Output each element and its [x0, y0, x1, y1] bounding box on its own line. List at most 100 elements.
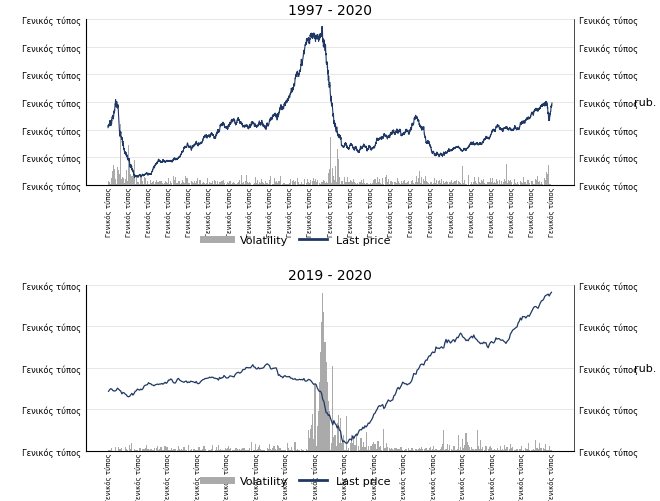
- Bar: [400, 447, 401, 451]
- Bar: [185, 450, 187, 451]
- Bar: [351, 435, 352, 451]
- Bar: [390, 449, 391, 451]
- Bar: [515, 450, 517, 451]
- Bar: [432, 448, 433, 451]
- Bar: [371, 446, 372, 451]
- Bar: [452, 450, 453, 451]
- Bar: [286, 443, 288, 451]
- Bar: [279, 448, 280, 451]
- Bar: [282, 450, 283, 451]
- Bar: [467, 442, 468, 451]
- Bar: [288, 448, 289, 451]
- Bar: [191, 449, 192, 451]
- Bar: [494, 449, 496, 451]
- Bar: [461, 450, 462, 451]
- Bar: [346, 450, 348, 451]
- Bar: [126, 449, 127, 451]
- Bar: [440, 449, 441, 451]
- Line: Last price: Last price: [108, 293, 552, 443]
- Bar: [501, 450, 502, 451]
- Bar: [405, 449, 407, 451]
- Bar: [145, 448, 146, 451]
- Bar: [241, 449, 242, 451]
- Bar: [449, 445, 450, 451]
- Bar: [345, 450, 346, 451]
- Bar: [259, 445, 260, 451]
- Bar: [519, 449, 520, 451]
- Bar: [360, 438, 361, 451]
- Bar: [133, 449, 135, 451]
- Bar: [436, 450, 438, 451]
- Y-axis label: rub.: rub.: [634, 363, 656, 373]
- Bar: [308, 430, 309, 451]
- Bar: [172, 450, 174, 451]
- Bar: [246, 450, 247, 451]
- Bar: [488, 447, 490, 451]
- Bar: [502, 449, 503, 451]
- Bar: [341, 442, 343, 451]
- Bar: [340, 418, 341, 451]
- Bar: [509, 449, 510, 451]
- Bar: [354, 445, 356, 451]
- Bar: [149, 450, 150, 451]
- Bar: [177, 450, 178, 451]
- Bar: [366, 432, 367, 451]
- Bar: [174, 449, 175, 451]
- Bar: [211, 449, 213, 451]
- Bar: [426, 450, 428, 451]
- Last price: [426, 353, 434, 359]
- Bar: [451, 449, 452, 451]
- Bar: [393, 450, 395, 451]
- Last price: [158, 381, 166, 387]
- Bar: [473, 449, 475, 451]
- Last price: [463, 146, 471, 152]
- Bar: [329, 411, 330, 451]
- Bar: [439, 450, 440, 451]
- Bar: [496, 448, 498, 451]
- Bar: [534, 450, 535, 451]
- Bar: [121, 448, 123, 451]
- Bar: [338, 415, 339, 451]
- Bar: [170, 450, 172, 451]
- Bar: [260, 449, 261, 451]
- Bar: [471, 447, 472, 451]
- Bar: [190, 450, 191, 451]
- Bar: [533, 449, 534, 451]
- Bar: [229, 449, 230, 451]
- Bar: [361, 438, 362, 451]
- Last price: [246, 122, 254, 128]
- Bar: [198, 447, 199, 451]
- Bar: [441, 447, 442, 451]
- Bar: [364, 447, 366, 451]
- Bar: [258, 447, 259, 451]
- Bar: [424, 449, 426, 451]
- Bar: [237, 449, 238, 451]
- Bar: [302, 450, 304, 451]
- Bar: [550, 450, 551, 451]
- Bar: [333, 437, 335, 451]
- Bar: [346, 416, 347, 451]
- Bar: [337, 423, 338, 451]
- Last price: [548, 290, 556, 296]
- Bar: [296, 450, 297, 451]
- Bar: [539, 443, 540, 451]
- Bar: [216, 450, 218, 451]
- Bar: [438, 450, 439, 451]
- Bar: [469, 447, 470, 451]
- Bar: [363, 442, 364, 451]
- Line: Last price: Last price: [108, 28, 552, 178]
- Bar: [118, 447, 119, 451]
- Bar: [242, 448, 244, 451]
- Bar: [268, 449, 269, 451]
- Last price: [318, 25, 326, 31]
- Bar: [228, 446, 229, 451]
- Bar: [463, 448, 465, 451]
- Bar: [442, 444, 444, 451]
- Bar: [525, 448, 527, 451]
- Bar: [457, 435, 459, 451]
- Bar: [401, 447, 402, 451]
- Bar: [195, 450, 197, 451]
- Last price: [384, 397, 392, 403]
- Bar: [276, 450, 277, 451]
- Bar: [151, 449, 152, 451]
